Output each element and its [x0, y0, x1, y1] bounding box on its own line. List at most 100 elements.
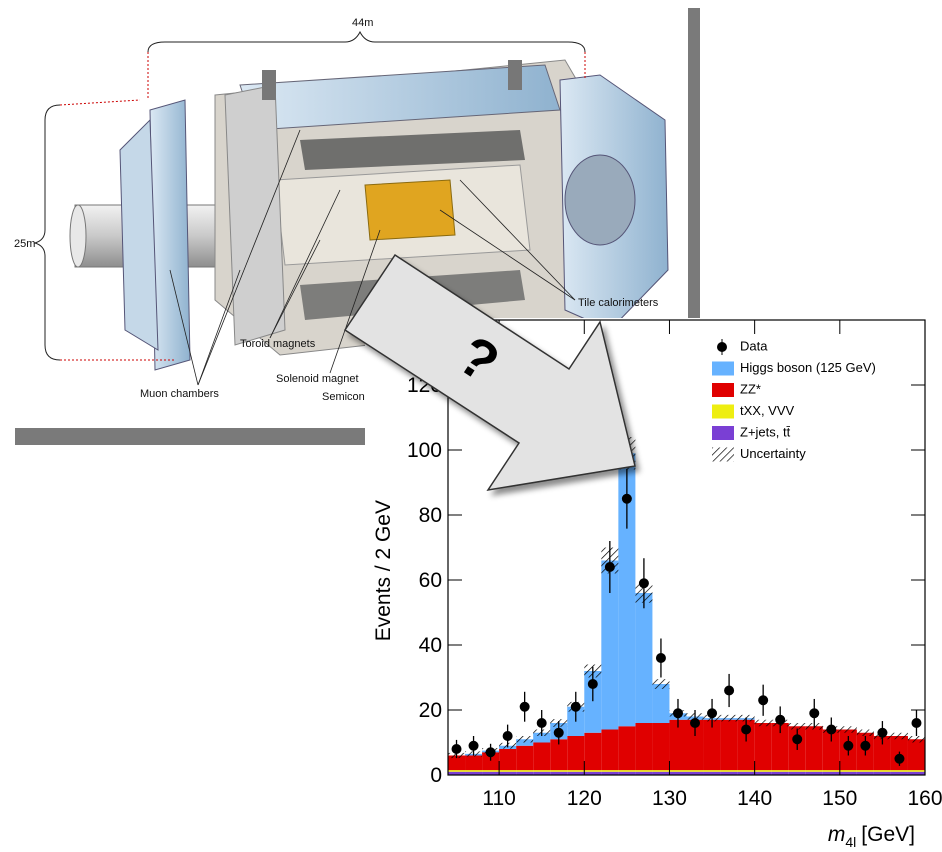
histogram-bar [584, 771, 602, 775]
histogram-bar [618, 453, 636, 727]
histogram-bar [873, 736, 891, 771]
histogram-bar [703, 770, 721, 772]
histogram-bar [805, 726, 823, 771]
histogram-bar [567, 770, 585, 772]
part-label: Tile calorimeters [578, 297, 659, 309]
histogram-bar [635, 771, 653, 775]
histogram-bar [907, 771, 925, 775]
histogram-bar [618, 770, 636, 772]
histogram-bar [856, 770, 874, 772]
histogram-bar [516, 771, 534, 775]
y-axis-label: Events / 2 GeV [372, 500, 395, 641]
data-point [604, 562, 615, 572]
histogram-bar [822, 729, 840, 771]
legend-marker [717, 342, 727, 352]
data-point [621, 493, 632, 504]
legend-swatch [712, 383, 734, 397]
histogram-bar [788, 771, 806, 775]
data-point [451, 744, 462, 754]
histogram-bar [907, 770, 925, 772]
y-tick-label: 100 [407, 439, 442, 462]
histogram-bar [754, 723, 772, 771]
y-tick-label: 60 [419, 569, 442, 592]
x-label-symbol: m [828, 823, 846, 846]
data-point [792, 734, 803, 745]
histogram-bar [516, 770, 534, 772]
x-axis-label: m4l [GeV] [828, 823, 915, 850]
legend-swatch [712, 404, 734, 419]
histogram-bar [686, 719, 704, 771]
histogram-bar [788, 770, 806, 772]
arrow: ? [343, 253, 636, 492]
histogram-bar [822, 771, 840, 775]
histogram-bar [652, 723, 670, 771]
histogram-bar [550, 739, 568, 771]
legend-label: tXX, VVV [740, 403, 795, 418]
dimension-label: 44m [352, 17, 373, 29]
legend-swatch [712, 426, 734, 440]
leader-lines [169, 129, 576, 386]
histogram-bar [839, 770, 857, 772]
legend-label: Higgs boson (125 GeV) [740, 360, 876, 375]
data-point [809, 708, 820, 719]
histogram-bar [737, 719, 755, 771]
uncertainty-band [754, 719, 772, 727]
chart: 110 120 130 140 150 160020406080100120Events … [372, 319, 942, 850]
data-point [519, 701, 530, 712]
uncertainty-band [839, 726, 857, 733]
histogram-bar [550, 770, 568, 772]
uncertainty-band [516, 736, 534, 743]
histogram-bar [584, 770, 602, 772]
data-point [826, 724, 837, 735]
part-label: Solenoid magnet [276, 373, 359, 385]
histogram-bar [669, 719, 687, 771]
uncertainty-band [890, 732, 908, 740]
histogram-bar [703, 719, 721, 771]
data-point [707, 708, 718, 719]
histogram-bar [907, 739, 925, 771]
legend-swatch [712, 361, 734, 376]
x-tick-label: 150 [822, 787, 857, 810]
data-point [894, 753, 905, 764]
histogram-bar [669, 771, 687, 775]
data-point [536, 718, 547, 728]
histogram-bar [720, 771, 738, 775]
y-tick-label: 0 [430, 764, 442, 787]
x-label-subscript: 4l [845, 834, 856, 850]
histogram-bar [465, 771, 483, 775]
data-point [502, 731, 513, 741]
histogram-bar [686, 771, 704, 775]
data-point [877, 727, 888, 738]
histogram-bar [635, 770, 653, 772]
data-point [638, 578, 649, 589]
data-point [587, 679, 598, 689]
histogram-bar [618, 726, 636, 771]
histogram-bar [601, 771, 619, 775]
uncertainty-band [788, 723, 806, 730]
histogram-bar [771, 723, 789, 771]
histogram-bar [465, 770, 483, 772]
x-tick-label: 140 [737, 787, 772, 810]
length-brace [147, 30, 586, 53]
histogram-bar [652, 771, 670, 775]
part-label: Semicon [322, 391, 365, 403]
histogram-bar [669, 770, 687, 772]
height-brace [33, 104, 61, 361]
histogram-bar [737, 771, 755, 775]
part-label: Toroid magnets [240, 338, 316, 350]
dimension-label: 25m [14, 238, 35, 250]
histogram-bar [567, 736, 585, 771]
dimension-line [59, 99, 175, 361]
histogram-bar [720, 770, 738, 772]
x-label-unit: [GeV] [861, 823, 915, 846]
histogram-bar [499, 749, 517, 771]
legend-label: Z+jets, tt̄ [740, 424, 791, 439]
histogram-bar [516, 745, 534, 771]
histogram-bar [448, 770, 466, 772]
data-point [468, 740, 479, 751]
histogram-bar [533, 770, 551, 772]
histogram-bar [499, 770, 517, 772]
histogram-bar [482, 770, 500, 772]
detector-drawing [69, 59, 669, 371]
legend-label: Data [740, 338, 768, 353]
